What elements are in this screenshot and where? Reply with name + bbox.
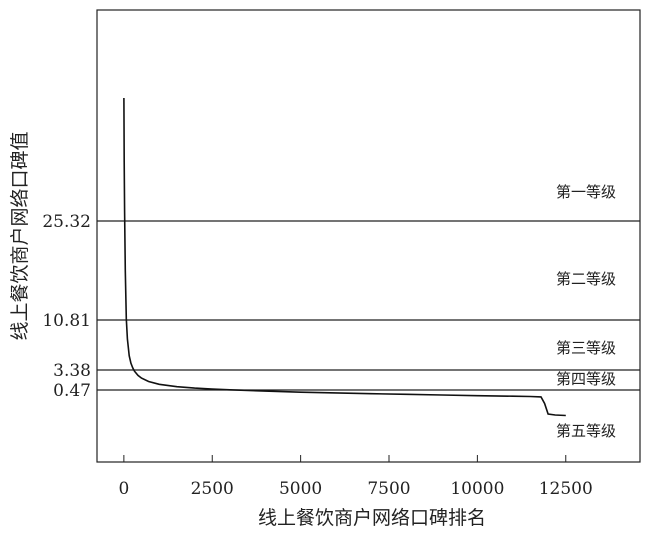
y-axis-title: 线上餐饮商户网络口碑值	[9, 131, 31, 340]
x-tick-label: 10000	[450, 479, 504, 499]
threshold-label: 10.81	[42, 311, 91, 331]
plot-frame	[96, 9, 641, 463]
threshold-label: 0.47	[53, 381, 91, 401]
x-axis-ticks: 0 2500 5000 7500 10000 12500	[118, 455, 593, 499]
x-tick-label: 0	[118, 479, 129, 499]
x-tick-label: 2500	[191, 479, 234, 499]
band-label: 第三等级	[556, 339, 616, 357]
band-label: 第四等级	[556, 370, 616, 388]
band-label: 第一等级	[556, 183, 616, 201]
band-label: 第五等级	[556, 422, 616, 440]
band-label: 第二等级	[556, 270, 616, 288]
x-axis-title: 线上餐饮商户网络口碑排名	[258, 507, 486, 529]
x-tick-label: 12500	[539, 479, 593, 499]
threshold-lines: 25.32 10.81 3.380.47	[42, 212, 640, 401]
x-tick-label: 7500	[367, 479, 410, 499]
series-line	[123, 97, 566, 417]
threshold-label: 25.32	[42, 212, 91, 232]
x-tick-label: 5000	[279, 479, 322, 499]
threshold-label: 3.38	[53, 361, 91, 381]
